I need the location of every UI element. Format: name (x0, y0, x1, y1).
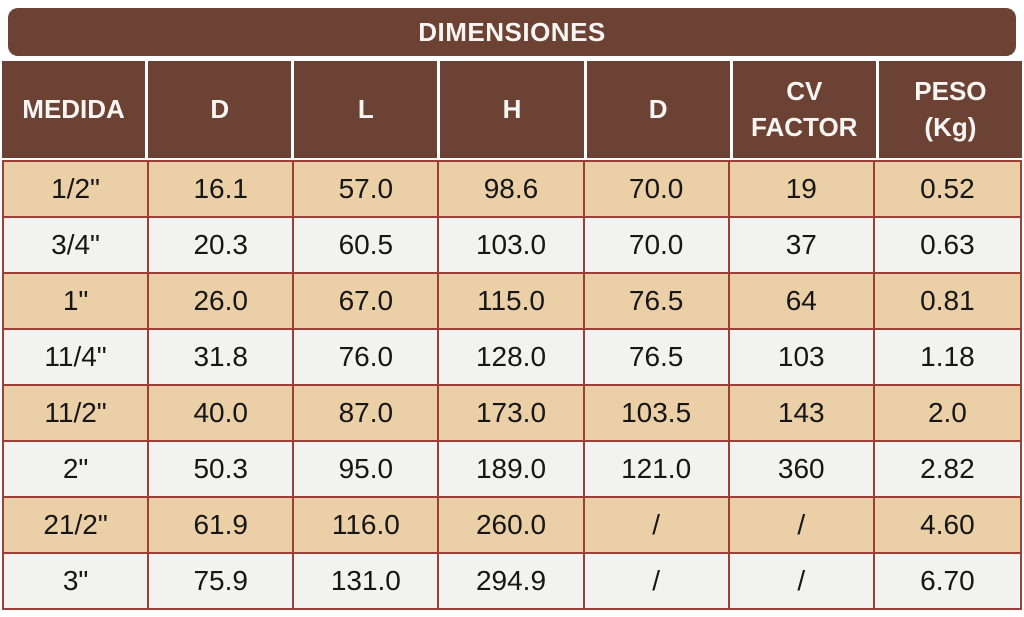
table-cell-peso: 0.81 (920, 285, 975, 316)
table-row: 3" 75.9 131.0 294.9 / / 6.70 (4, 554, 1020, 608)
table-cell-h: 128.0 (439, 330, 585, 384)
table-cell-d1: 20.3 (149, 218, 295, 272)
table-cell-d2: 76.5 (585, 330, 730, 384)
column-header-h: H (440, 61, 584, 158)
table-cell-medida: 21/2" (4, 498, 150, 552)
table-cell-d2: 76.5 (585, 274, 730, 328)
table-cell-l: 76.0 (294, 330, 440, 384)
table-cell-cv: 19 (730, 162, 875, 216)
table-cell-d1: 40.0 (149, 386, 295, 440)
table-cell-cv: 143 (730, 386, 875, 440)
table-title: DIMENSIONES (8, 8, 1016, 56)
table-cell-h: 103.0 (439, 218, 585, 272)
table-cell-d1: 61.9 (149, 498, 295, 552)
column-header-label: L (357, 93, 374, 124)
table-cell-l: 67.0 (294, 274, 440, 328)
table-cell-l: 57.0 (294, 162, 440, 216)
table-cell-cv: 103 (730, 330, 875, 384)
table-cell-d1: 16.1 (149, 162, 295, 216)
table-cell-d2: 121.0 (585, 442, 730, 496)
column-header-label: H (502, 93, 522, 124)
table-cell-cv: / (730, 554, 875, 608)
table-cell-h: 294.9 (439, 554, 585, 608)
table-cell-d2: / (585, 498, 730, 552)
column-header-peso: PESO (Kg) (878, 61, 1022, 158)
column-header-cv-factor: CV FACTOR (732, 61, 876, 158)
table-row: 1" 26.0 67.0 115.0 76.5 64 0.81 (4, 274, 1020, 330)
table-cell-peso: 2.0 (927, 397, 967, 428)
table-cell-cv: 360 (730, 442, 875, 496)
table-row: 2" 50.3 95.0 189.0 121.0 360 2.82 (4, 442, 1020, 498)
table-cell-h: 98.6 (439, 162, 585, 216)
column-header-medida: MEDIDA (2, 61, 146, 158)
column-header-label: PESO (Kg) (914, 76, 987, 142)
table-header-row: MEDIDA D L H D CV FACTOR PESO (Kg) (2, 61, 1022, 158)
table-cell-l: 131.0 (294, 554, 440, 608)
table-cell-d1: 31.8 (149, 330, 295, 384)
column-header-label: MEDIDA (22, 93, 125, 124)
table-cell-l: 60.5 (294, 218, 440, 272)
table-cell-medida: 3" (4, 554, 150, 608)
table-row: 21/2" 61.9 116.0 260.0 / / 4.60 (4, 498, 1020, 554)
table-cell-medida: 2" (4, 442, 150, 496)
table-cell-d2: 70.0 (585, 218, 730, 272)
column-header-label: D (210, 93, 230, 124)
table-cell-medida: 1/2" (4, 162, 150, 216)
table-row: 3/4" 20.3 60.5 103.0 70.0 37 0.63 (4, 218, 1020, 274)
table-row: 11/2" 40.0 87.0 173.0 103.5 143 2.0 (4, 386, 1020, 442)
table-cell-cv: 64 (730, 274, 875, 328)
table-body: 1/2" 16.1 57.0 98.6 70.0 19 0.52 3/4" 20… (2, 160, 1022, 610)
table-cell-peso: 0.63 (920, 229, 975, 260)
table-cell-h: 189.0 (439, 442, 585, 496)
table-row: 11/4" 31.8 76.0 128.0 76.5 103 1.18 (4, 330, 1020, 386)
table-cell-d1: 75.9 (149, 554, 295, 608)
column-header-d2: D (586, 61, 730, 158)
column-header-l: L (294, 61, 438, 158)
table-cell-medida: 1" (4, 274, 150, 328)
table-cell-d1: 26.0 (149, 274, 295, 328)
table-cell-h: 260.0 (439, 498, 585, 552)
table-cell-l: 116.0 (294, 498, 440, 552)
table-cell-medida: 11/4" (4, 330, 150, 384)
table-cell-d1: 50.3 (149, 442, 295, 496)
table-cell-peso: 1.18 (920, 341, 975, 372)
table-cell-cv: / (730, 498, 875, 552)
table-cell-l: 95.0 (294, 442, 440, 496)
table-cell-peso: 0.52 (920, 173, 975, 204)
column-header-label: D (648, 93, 668, 124)
table-cell-peso: 6.70 (920, 565, 975, 596)
table-cell-l: 87.0 (294, 386, 440, 440)
table-cell-h: 173.0 (439, 386, 585, 440)
table-cell-d2: / (585, 554, 730, 608)
column-header-label: CV FACTOR (751, 76, 858, 142)
table-cell-peso: 2.82 (920, 453, 975, 484)
table-cell-cv: 37 (730, 218, 875, 272)
table-cell-d2: 103.5 (585, 386, 730, 440)
column-header-d1: D (148, 61, 292, 158)
table-row: 1/2" 16.1 57.0 98.6 70.0 19 0.52 (4, 162, 1020, 218)
table-cell-h: 115.0 (439, 274, 585, 328)
table-cell-d2: 70.0 (585, 162, 730, 216)
table-cell-medida: 3/4" (4, 218, 150, 272)
table-cell-peso: 4.60 (920, 509, 975, 540)
table-cell-medida: 11/2" (4, 386, 150, 440)
